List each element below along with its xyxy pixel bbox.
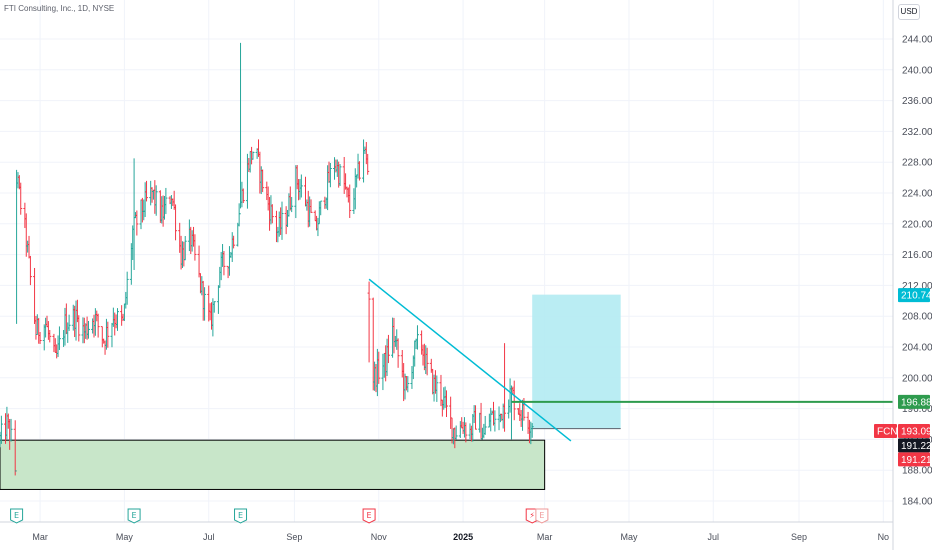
x-tick-label: Jul xyxy=(708,532,720,542)
price-tag-text: 191.22 xyxy=(901,441,932,452)
price-tag-text: 191.21 xyxy=(901,455,932,466)
y-tick-label: 216.00 xyxy=(902,250,932,261)
marker-letter: E xyxy=(132,511,137,520)
marker-badge xyxy=(10,508,24,524)
marker-badge xyxy=(234,508,248,524)
y-tick-label: 204.00 xyxy=(902,343,932,354)
symbol-tag-text: FCN xyxy=(877,427,898,438)
marker-badge xyxy=(127,508,141,524)
price-tag-text: 210.74 xyxy=(901,291,932,302)
target-box-rect xyxy=(532,294,621,429)
grid xyxy=(0,0,893,522)
symbol-title: FTI Consulting, Inc., 1D, NYSE xyxy=(4,4,115,13)
x-tick-label: May xyxy=(620,532,638,542)
price-tag xyxy=(898,452,930,467)
marker-letter: E xyxy=(539,511,544,520)
symbol-tag xyxy=(874,424,897,439)
y-tick-label: 220.00 xyxy=(902,219,932,230)
x-tick-label: No xyxy=(878,532,890,542)
x-tick-label: Mar xyxy=(32,532,48,542)
x-tick-label: Sep xyxy=(791,532,807,542)
marker-badge xyxy=(362,508,376,524)
y-tick-label: 196.00 xyxy=(902,404,932,415)
annotations-back xyxy=(0,294,621,490)
price-tag xyxy=(898,424,930,439)
x-tick-label: 2025 xyxy=(453,532,473,542)
marker-letter: E xyxy=(367,511,372,520)
x-tick-label: Jul xyxy=(203,532,215,542)
marker-letter: E xyxy=(14,511,19,520)
marker-letter: E xyxy=(238,511,243,520)
price-tag-text: 196.88 xyxy=(901,397,932,408)
x-tick-label: May xyxy=(116,532,134,542)
annotations-front xyxy=(368,278,893,442)
x-tick-label: Nov xyxy=(371,532,388,542)
price-tag xyxy=(898,438,930,453)
y-tick-label: 208.00 xyxy=(902,312,932,323)
earnings-icon[interactable]: E xyxy=(10,508,24,524)
earnings-icon[interactable]: E xyxy=(234,508,248,524)
candles xyxy=(0,42,534,476)
earnings-icon[interactable]: E xyxy=(535,508,549,524)
y-tick-label: 212.00 xyxy=(902,281,932,292)
y-tick-label: 184.00 xyxy=(902,497,932,508)
y-tick-label: 240.00 xyxy=(902,65,932,76)
trendline xyxy=(368,278,572,442)
support-zone-rect xyxy=(0,439,546,490)
earnings-icon[interactable]: E xyxy=(127,508,141,524)
x-tick-label: Mar xyxy=(537,532,553,542)
marker-badge xyxy=(535,508,549,524)
y-tick-label: 188.00 xyxy=(902,466,932,477)
earnings-icon[interactable]: E xyxy=(362,508,376,524)
price-tag xyxy=(898,288,930,303)
x-tick-label: Sep xyxy=(286,532,302,542)
y-tick-label: 228.00 xyxy=(902,158,932,169)
y-tick-label: 224.00 xyxy=(902,189,932,200)
price-tag-text: 193.09 xyxy=(901,427,932,438)
y-tick-label: 232.00 xyxy=(902,127,932,138)
price-tag xyxy=(898,394,930,409)
currency-button[interactable]: USD xyxy=(898,4,920,20)
y-tick-label: 200.00 xyxy=(902,373,932,384)
marker-letter: ⚡ xyxy=(529,511,535,520)
y-tick-label: 244.00 xyxy=(902,35,932,46)
event-markers[interactable]: E E E E ⚡ E xyxy=(10,508,549,524)
y-tick-label: 236.00 xyxy=(902,96,932,107)
